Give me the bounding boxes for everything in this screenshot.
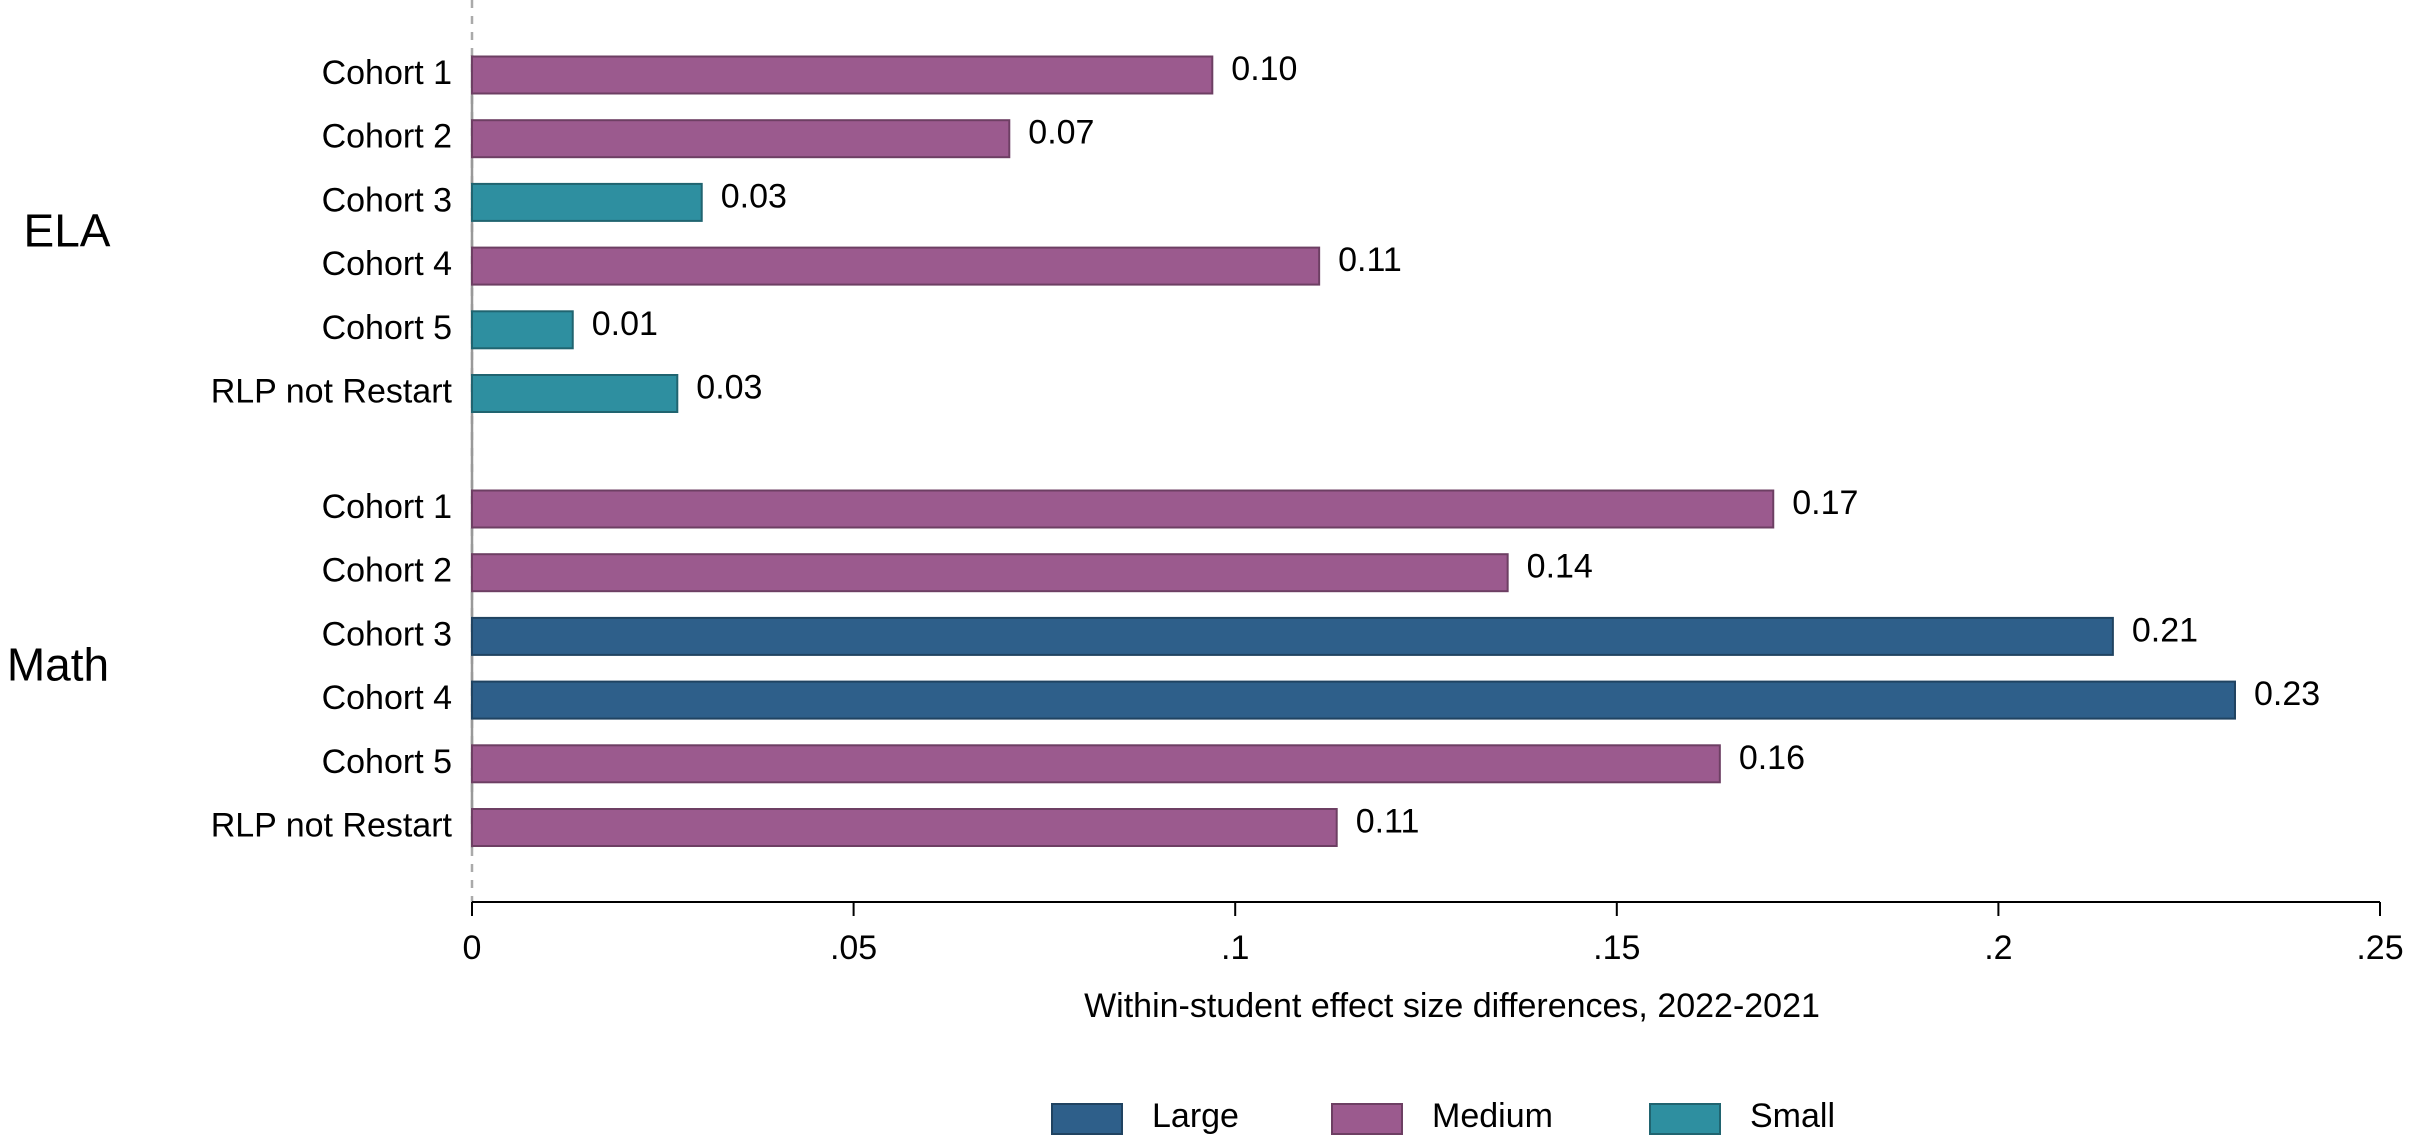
data-label: 0.07 (1028, 114, 1094, 152)
x-tick-label: .1 (1221, 929, 1249, 967)
data-label: 0.03 (721, 177, 787, 215)
bar (471, 119, 1011, 159)
category-label: Cohort 1 (322, 54, 452, 92)
legend-label: Small (1750, 1097, 1835, 1135)
category-label: Cohort 4 (322, 679, 452, 717)
data-label: 0.16 (1739, 739, 1805, 777)
data-label: 0.11 (1356, 802, 1420, 840)
bar (471, 182, 703, 222)
category-label: RLP not Restart (211, 372, 453, 410)
bar (471, 680, 2236, 720)
legend-swatch (1331, 1103, 1403, 1135)
legend-swatch (1051, 1103, 1123, 1135)
data-label: 0.03 (696, 368, 762, 406)
data-label: 0.10 (1231, 50, 1297, 88)
category-label: Cohort 5 (322, 743, 452, 781)
data-label: 0.21 (2132, 611, 2198, 649)
x-tick-label: .15 (1593, 929, 1640, 967)
bar (471, 616, 2114, 656)
category-label: Cohort 2 (322, 552, 452, 590)
category-label: Cohort 3 (322, 615, 452, 653)
bar (471, 489, 1775, 529)
x-tick-label: .25 (2356, 929, 2403, 967)
category-label: RLP not Restart (211, 806, 453, 844)
x-tick-label: 0 (463, 929, 482, 967)
x-axis-label: Within-student effect size differences, … (1084, 987, 1820, 1025)
data-label: 0.14 (1527, 548, 1593, 586)
legend-label: Large (1152, 1097, 1239, 1135)
legend-label: Medium (1432, 1097, 1553, 1135)
bar (471, 55, 1214, 95)
group-label: Math (7, 638, 109, 690)
data-label: 0.23 (2254, 675, 2320, 713)
data-label: 0.11 (1338, 241, 1402, 279)
category-label: Cohort 1 (322, 488, 452, 526)
bar (471, 310, 574, 350)
legend-swatch (1649, 1103, 1721, 1135)
data-label: 0.17 (1792, 484, 1858, 522)
bar (471, 808, 1338, 847)
bar (471, 374, 679, 413)
category-label: Cohort 4 (322, 245, 452, 283)
category-label: Cohort 3 (322, 181, 452, 219)
x-tick-label: .05 (830, 929, 877, 967)
category-label: Cohort 5 (322, 309, 452, 347)
x-tick-label: .2 (1984, 929, 2012, 967)
bar (471, 744, 1721, 784)
data-label: 0.01 (592, 305, 658, 343)
group-label: ELA (24, 204, 111, 256)
category-label: Cohort 2 (322, 118, 452, 156)
bar (471, 553, 1509, 593)
bar (471, 246, 1321, 286)
